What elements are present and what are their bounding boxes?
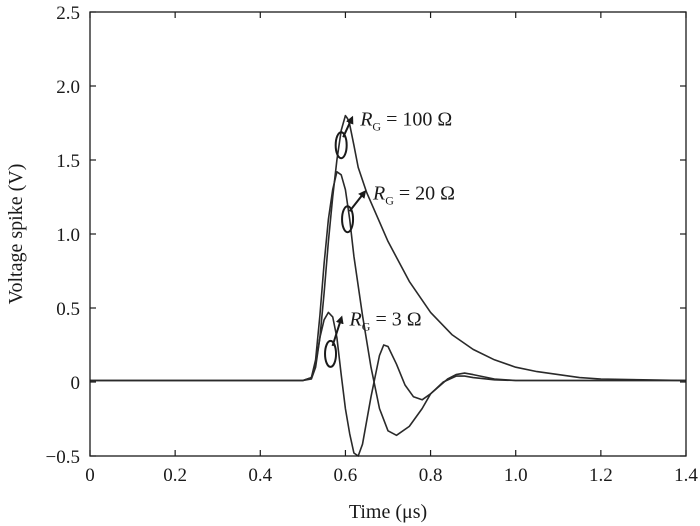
plot-lines [90, 114, 687, 457]
series-line-3 [90, 311, 686, 457]
annotation-ellipse-2 [341, 205, 355, 234]
y-tick-label: 1.5 [56, 151, 80, 172]
x-tick-label: 0 [85, 465, 95, 486]
x-tick-label: 1.4 [674, 465, 698, 486]
annotation-label-2: RG = 20 Ω [372, 183, 455, 208]
y-tick-label: 1.0 [56, 225, 80, 246]
x-tick-label: 0.6 [334, 465, 358, 486]
y-tick-label: −0.5 [46, 447, 80, 468]
series-line-2 [90, 171, 686, 437]
y-tick-label: 2.0 [56, 77, 80, 98]
x-tick-label: 1.0 [504, 465, 528, 486]
plot-frame [89, 11, 687, 457]
annotation-arrow-1 [342, 115, 354, 138]
y-tick-label: 0 [71, 373, 81, 394]
annotation-label-3: RG = 3 Ω [349, 308, 422, 333]
x-tick-label: 0.2 [163, 465, 187, 486]
series-line-1 [90, 114, 687, 382]
annotations: RG = 100 Ω RG = 20 Ω RG = 3 Ω [324, 109, 455, 368]
annotation-arrow-2 [348, 190, 367, 212]
x-tick-label: 0.8 [419, 465, 443, 486]
axes: 0 0.2 0.4 0.6 0.8 1.0 1.2 1.4−0.500.51.01.52.02… [46, 3, 699, 486]
annotation-label-1: RG = 100 Ω [359, 109, 452, 134]
annotation-ellipse-3 [324, 339, 338, 368]
x-tick-label: 1.2 [589, 465, 613, 486]
x-tick-label: 0.4 [248, 465, 272, 486]
x-axis-label: Time (μs) [349, 501, 427, 523]
y-tick-label: 2.5 [56, 3, 80, 24]
annotation-arrow-3 [331, 315, 344, 347]
y-axis-label: Voltage spike (V) [5, 164, 27, 305]
y-tick-label: 0.5 [56, 299, 80, 320]
annotation-ellipse-1 [334, 131, 348, 160]
